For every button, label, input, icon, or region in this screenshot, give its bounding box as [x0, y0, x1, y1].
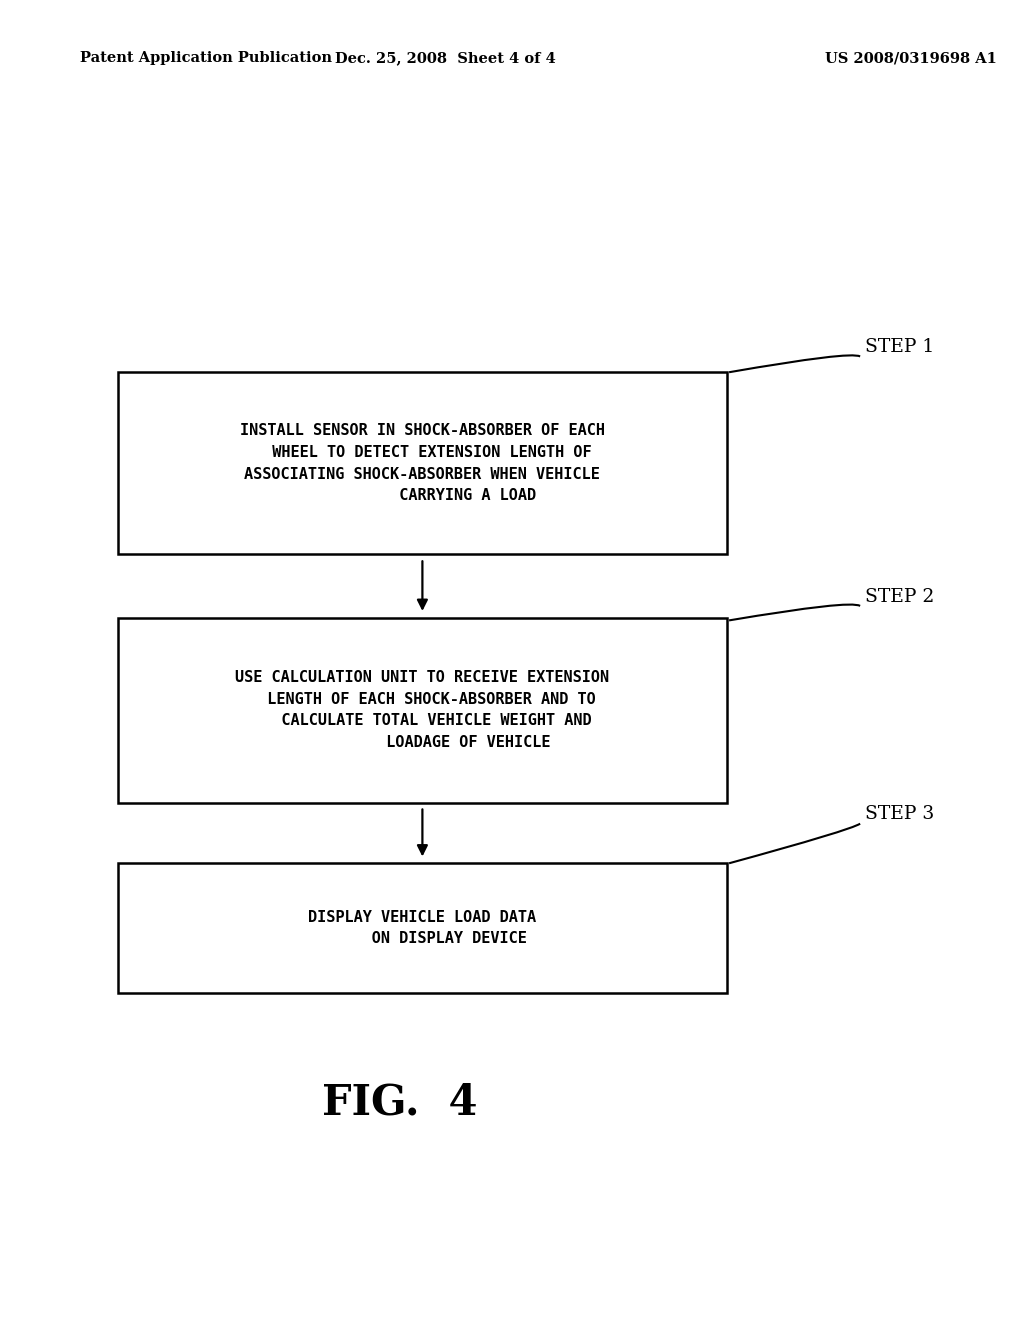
Text: FIG.  4: FIG. 4: [322, 1081, 477, 1123]
Text: US 2008/0319698 A1: US 2008/0319698 A1: [825, 51, 997, 65]
Text: Patent Application Publication: Patent Application Publication: [80, 51, 332, 65]
Text: USE CALCULATION UNIT TO RECEIVE EXTENSION
  LENGTH OF EACH SHOCK-ABSORBER AND TO: USE CALCULATION UNIT TO RECEIVE EXTENSIO…: [236, 671, 609, 750]
Text: Dec. 25, 2008  Sheet 4 of 4: Dec. 25, 2008 Sheet 4 of 4: [335, 51, 556, 65]
Text: INSTALL SENSOR IN SHOCK-ABSORBER OF EACH
  WHEEL TO DETECT EXTENSION LENGTH OF
A: INSTALL SENSOR IN SHOCK-ABSORBER OF EACH…: [240, 424, 605, 503]
Text: STEP 3: STEP 3: [865, 805, 935, 824]
Bar: [118, 372, 727, 554]
Text: DISPLAY VEHICLE LOAD DATA
      ON DISPLAY DEVICE: DISPLAY VEHICLE LOAD DATA ON DISPLAY DEV…: [308, 909, 537, 946]
Text: STEP 2: STEP 2: [865, 587, 935, 606]
Bar: [118, 863, 727, 993]
Text: STEP 1: STEP 1: [865, 338, 935, 356]
Bar: [118, 618, 727, 803]
